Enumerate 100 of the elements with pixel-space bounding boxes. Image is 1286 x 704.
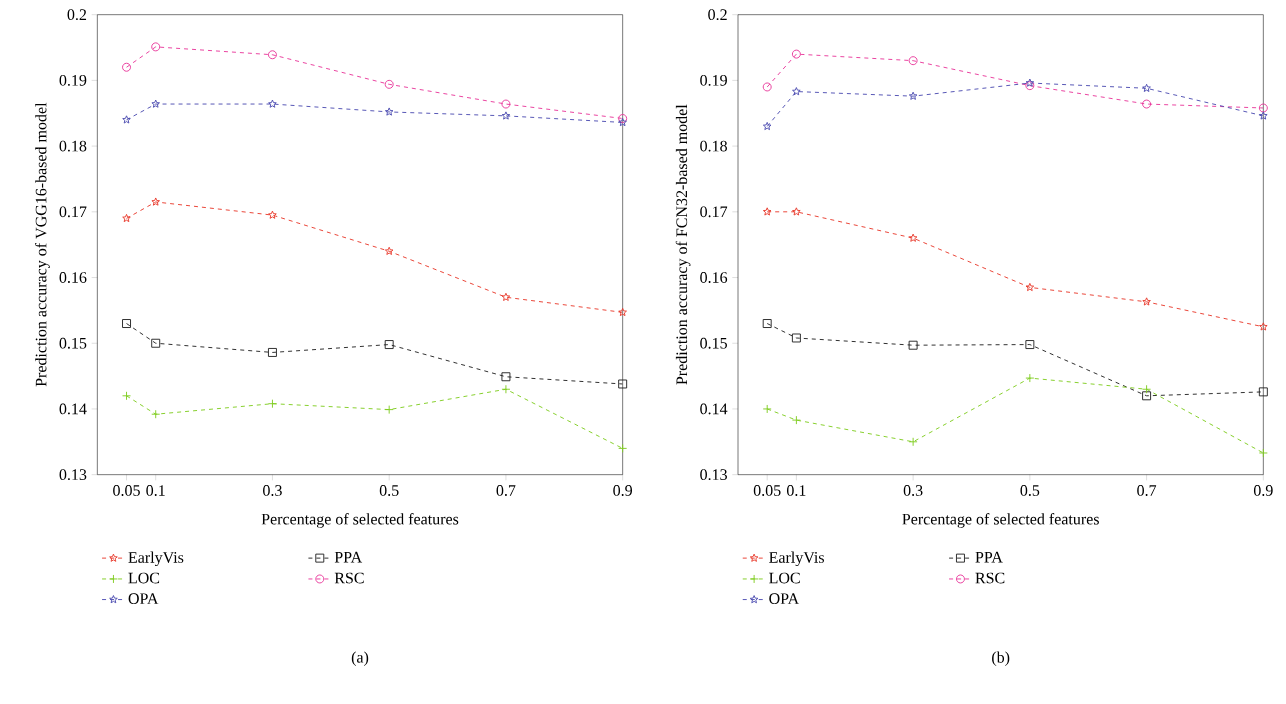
x-tick-label: 0.9: [1253, 485, 1273, 496]
point: [151, 42, 161, 52]
point: [1259, 111, 1268, 120]
legend-label: LOC: [769, 572, 800, 584]
y-tick-label: 0.17: [59, 206, 87, 218]
point: [618, 379, 628, 389]
point: [762, 207, 772, 216]
point: [791, 49, 801, 59]
point: [618, 117, 627, 127]
point: [384, 340, 394, 350]
legend-label: RSC: [975, 572, 1005, 584]
point: [267, 399, 277, 409]
y-tick-label: 0.16: [59, 272, 87, 283]
x-tick-label: 0.05: [113, 485, 140, 496]
point: [908, 56, 918, 66]
y-tick-label: 0.18: [59, 140, 87, 152]
point: [1142, 297, 1151, 306]
x-tick-label: 0.5: [379, 485, 399, 496]
x-tick-label: 0.05: [753, 485, 781, 496]
x-tick-label: 0.1: [786, 485, 806, 496]
legend-label: OPA: [769, 593, 800, 604]
x-axis-title: Percentage of selected features: [902, 513, 1099, 528]
text: (a): [351, 651, 369, 666]
y-tick-label: 0.2: [708, 9, 727, 21]
point: [122, 62, 131, 72]
x-tick-label: 0.9: [613, 485, 633, 496]
x-tick-label: 0.3: [903, 485, 923, 496]
point: [501, 292, 511, 301]
point: [267, 50, 277, 60]
y-tick-label: 0.19: [700, 74, 727, 86]
x-tick-label: 0.7: [496, 485, 516, 496]
point: [151, 99, 160, 108]
legend-label: EarlyVis: [128, 551, 184, 567]
y-axis-title: Prediction accuracy of FCN32-based model: [675, 104, 691, 385]
point: [618, 307, 627, 317]
y-axis-title: Prediction accuracy of VGG16-based model: [35, 102, 50, 387]
point: [762, 82, 772, 92]
x-tick-label: 0.5: [1020, 485, 1040, 496]
y-tick-label: 0.17: [700, 206, 728, 218]
point: [1259, 322, 1268, 331]
point: [384, 405, 394, 415]
y-tick-label: 0.19: [59, 74, 87, 86]
point: [384, 246, 394, 255]
y-tick-label: 0.14: [700, 403, 728, 415]
point: [1142, 83, 1151, 92]
x-tick-label: 0.3: [263, 485, 282, 496]
point: [384, 107, 394, 116]
point: [1025, 78, 1035, 87]
point: [501, 372, 511, 382]
x-tick-label: 0.1: [146, 485, 165, 496]
y-tick-label: 0.14: [59, 403, 87, 415]
point: [1025, 282, 1035, 292]
point: [1025, 373, 1035, 383]
point: [908, 340, 918, 350]
point: [1025, 81, 1035, 91]
point: [122, 391, 131, 401]
point: [791, 415, 801, 425]
point: [1142, 391, 1152, 401]
legend-label: PPA: [334, 551, 363, 563]
point: [1258, 448, 1268, 458]
y-tick-label: 0.15: [59, 337, 87, 349]
y-tick-label: 0.18: [700, 140, 727, 152]
point: [122, 115, 131, 124]
y-tick-label: 0.13: [59, 469, 87, 481]
point: [384, 79, 394, 89]
point: [122, 213, 131, 223]
point: [151, 197, 160, 206]
point: [1258, 103, 1268, 113]
point: [501, 111, 511, 120]
point: [501, 99, 511, 109]
point: [501, 384, 511, 394]
legend-label: LOC: [128, 572, 160, 584]
point: [1142, 384, 1152, 394]
point: [908, 233, 918, 242]
point: [1142, 99, 1152, 109]
legend-label: EarlyVis: [769, 551, 824, 567]
point: [618, 114, 628, 123]
legend-label: OPA: [128, 593, 159, 604]
point: [792, 207, 801, 216]
point: [762, 404, 772, 414]
legend-label: PPA: [975, 551, 1003, 563]
y-tick-label: 0.16: [700, 272, 728, 283]
point: [268, 210, 277, 219]
y-tick-label: 0.2: [67, 9, 87, 21]
legend-label: RSC: [334, 572, 364, 584]
text: (b): [992, 651, 1010, 666]
point: [151, 409, 161, 419]
point: [792, 87, 801, 96]
point: [618, 443, 628, 453]
point: [267, 347, 277, 357]
point: [1025, 340, 1035, 350]
point: [1258, 387, 1268, 397]
point: [908, 437, 918, 447]
point: [268, 99, 277, 108]
point: [791, 333, 801, 343]
y-tick-label: 0.15: [700, 337, 727, 349]
point: [762, 319, 772, 328]
point: [151, 338, 161, 348]
x-axis-title: Percentage of selected features: [261, 513, 459, 528]
point: [908, 91, 918, 100]
